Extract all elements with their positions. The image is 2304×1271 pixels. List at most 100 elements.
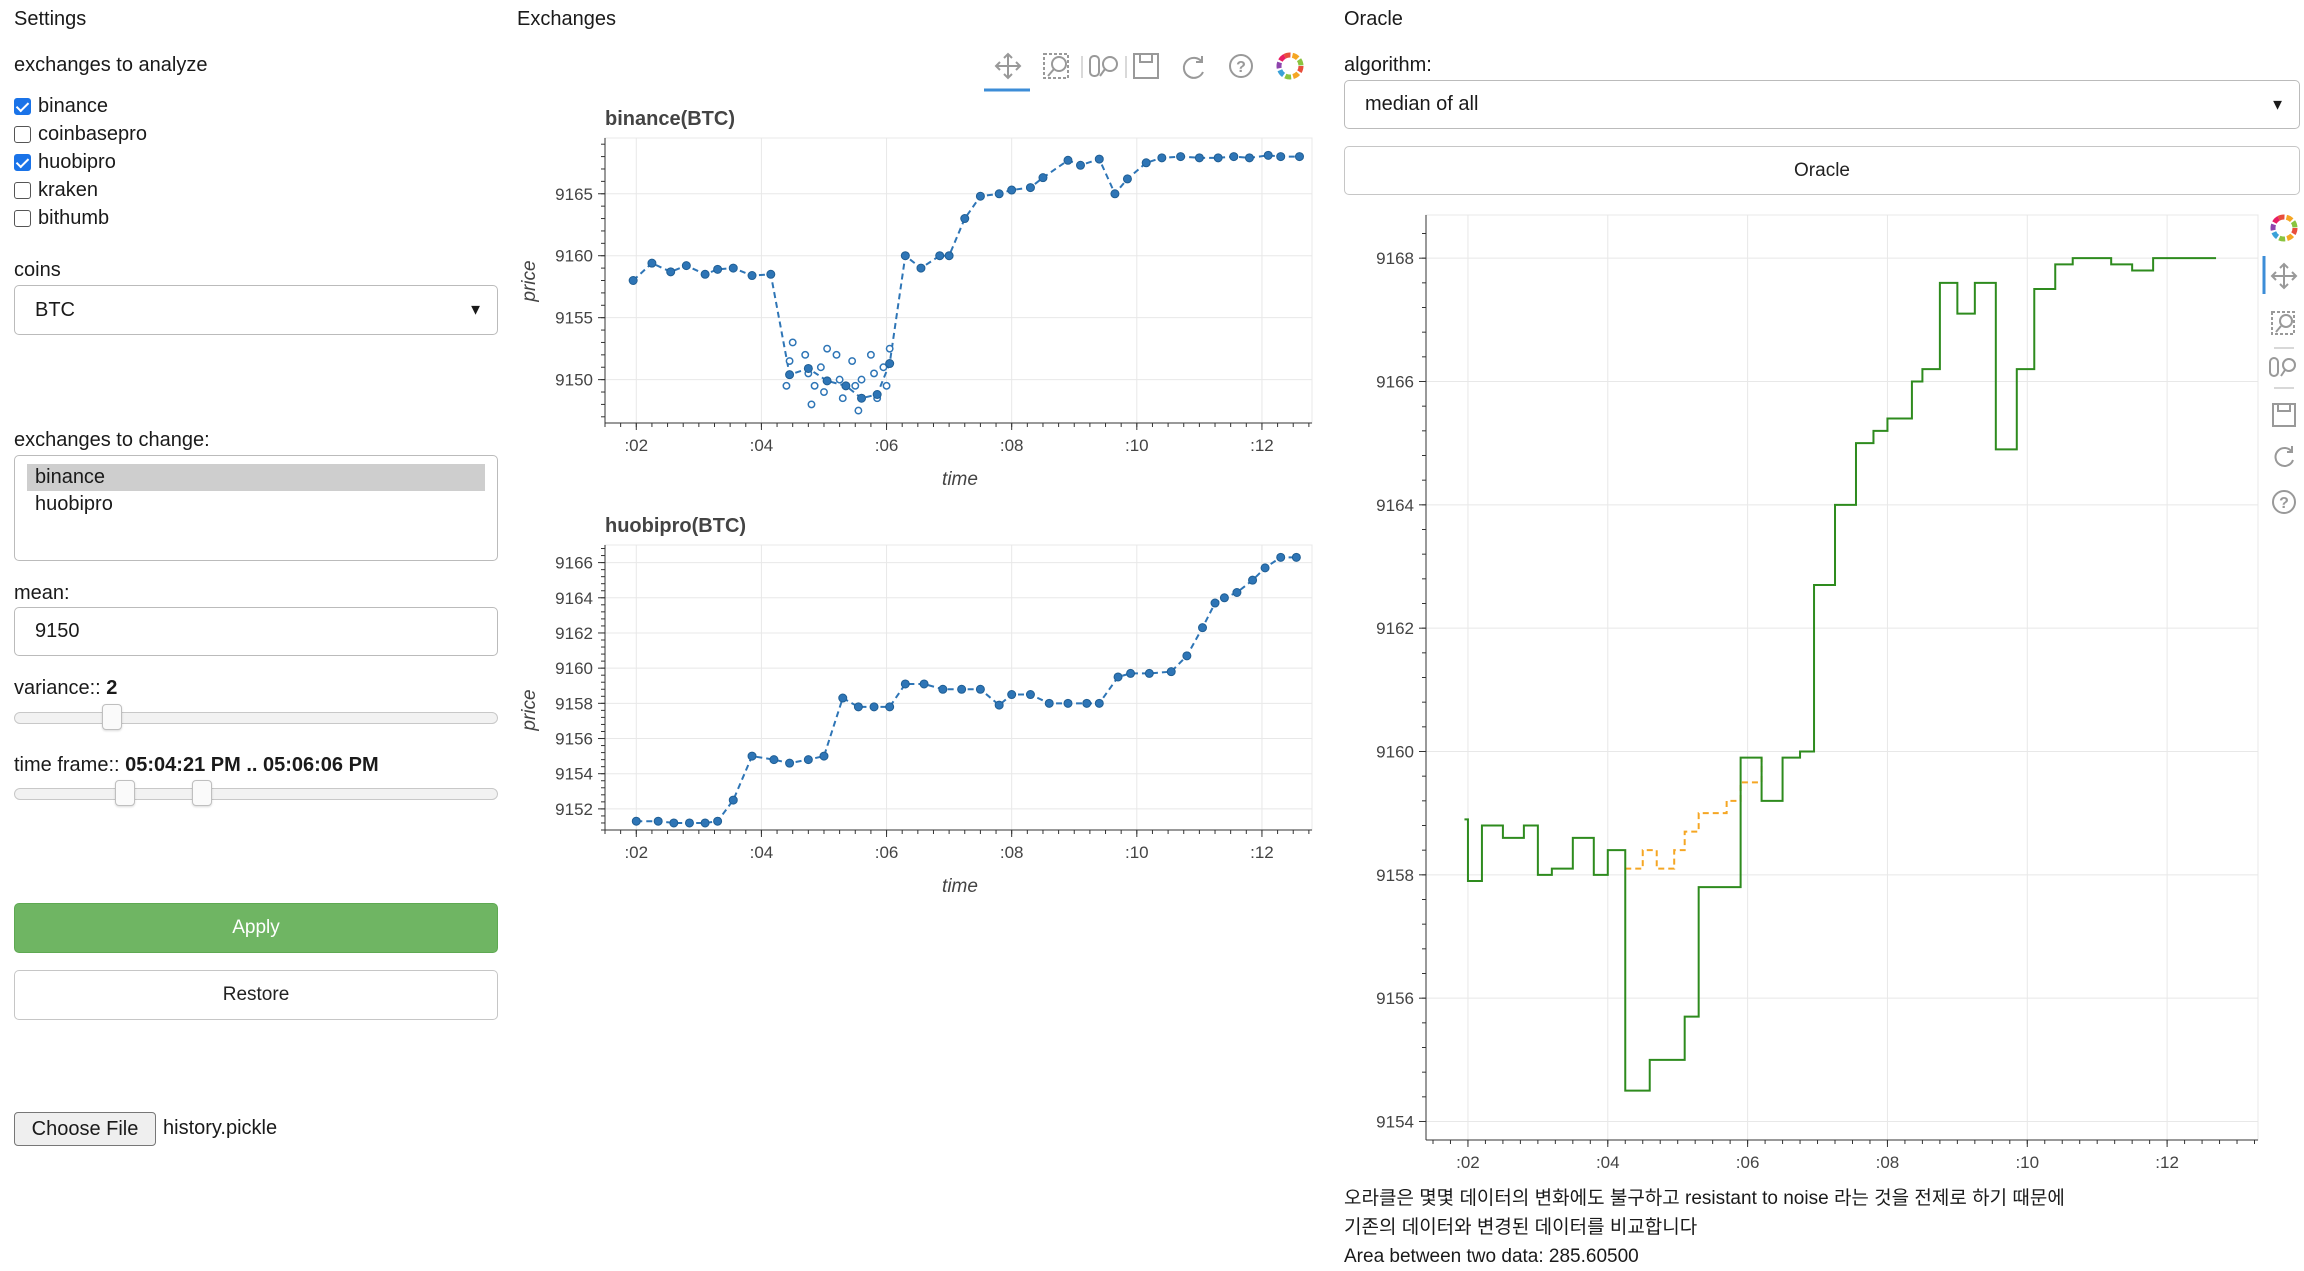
data-point (1025, 183, 1035, 193)
data-point (1007, 185, 1017, 195)
time-frame-value: 05:04:21 PM .. 05:06:06 PM (125, 754, 379, 776)
reset-icon[interactable] (2274, 446, 2294, 467)
data-point (666, 267, 676, 277)
chevron-down-icon: ▼ (2270, 96, 2285, 113)
algorithm-select-value: median of all (1365, 93, 1479, 115)
bokeh-logo-icon[interactable] (1276, 52, 1304, 80)
x-tick-label: :08 (1876, 1153, 1900, 1172)
data-point (1144, 668, 1154, 678)
exchange-checkbox-label: huobipro (38, 151, 116, 173)
data-point (975, 684, 985, 694)
save-icon[interactable] (2272, 403, 2296, 427)
data-point (803, 363, 813, 373)
exchange-checkbox-label: kraken (38, 179, 99, 201)
binance-chart[interactable]: binance(BTC) :02:04:06:08:10:12 9150 9155 9… (515, 98, 1315, 498)
data-point (885, 359, 895, 369)
time-frame-slider-end-handle[interactable] (192, 780, 212, 806)
oracle-series-line (1464, 257, 2217, 1092)
y-tick-label: 9162 (1376, 619, 1414, 638)
pan-icon[interactable] (2270, 262, 2298, 290)
y-tick-label: 9168 (1376, 249, 1414, 268)
exchange-checkbox-label: bithumb (38, 207, 110, 229)
exchanges-to-change-listbox[interactable]: binance huobipro (14, 455, 498, 561)
data-point (647, 258, 657, 268)
data-point (631, 816, 641, 826)
x-axis-label: time (942, 876, 978, 897)
oracle-title: Oracle (1344, 8, 1403, 30)
data-point (803, 755, 813, 765)
y-tick-label: 9150 (555, 371, 593, 390)
exchanges-toolbar: ? (984, 48, 1324, 96)
data-point (857, 393, 867, 403)
data-point (1294, 152, 1304, 162)
apply-button[interactable]: Apply (14, 903, 498, 953)
data-point (885, 702, 895, 712)
oracle-toolbar: ? (2262, 208, 2302, 548)
scatter-point (823, 344, 832, 353)
data-point (785, 758, 795, 768)
data-point (785, 370, 795, 380)
variance-slider-handle[interactable] (102, 704, 122, 730)
file-name: history.pickle (163, 1117, 278, 1139)
data-point (684, 818, 694, 828)
reset-icon[interactable] (1182, 56, 1204, 79)
save-icon[interactable] (1133, 53, 1159, 79)
restore-button[interactable]: Restore (14, 970, 498, 1020)
scatter-point (857, 375, 866, 384)
data-point (935, 251, 945, 261)
exchange-checkbox-huobipro[interactable]: huobipro (14, 151, 116, 174)
x-tick-label: :10 (1125, 843, 1149, 862)
exchange-checkbox-bithumb[interactable]: bithumb (14, 207, 109, 230)
wheel-zoom-icon[interactable] (1089, 55, 1118, 77)
help-icon[interactable]: ? (2272, 490, 2296, 514)
data-point (700, 818, 710, 828)
y-tick-label: 9164 (1376, 496, 1414, 515)
time-frame-slider[interactable] (14, 788, 498, 800)
choose-file-button[interactable]: Choose File (14, 1112, 156, 1146)
checkbox-unchecked-icon[interactable] (14, 126, 31, 143)
checkbox-unchecked-icon[interactable] (14, 210, 31, 227)
data-point (1229, 152, 1239, 162)
y-tick-label: 9162 (555, 624, 593, 643)
data-point (1063, 698, 1073, 708)
huobipro-chart[interactable]: huobipro(BTC) :02:04:06:08:10:12 9152 9154… (515, 505, 1315, 905)
help-icon[interactable]: ? (1229, 54, 1253, 78)
data-point (669, 818, 679, 828)
x-tick-label: :04 (750, 436, 774, 455)
box-zoom-icon[interactable] (1043, 53, 1069, 79)
data-point (900, 679, 910, 689)
exchange-checkbox-kraken[interactable]: kraken (14, 179, 98, 202)
listbox-option-binance[interactable]: binance (27, 464, 485, 491)
exchanges-to-analyze-label: exchanges to analyze (14, 54, 208, 76)
scatter-point (816, 363, 825, 372)
data-point (681, 261, 691, 271)
wheel-zoom-icon[interactable] (2269, 357, 2296, 377)
pan-icon[interactable] (994, 52, 1022, 80)
checkbox-unchecked-icon[interactable] (14, 182, 31, 199)
box-zoom-icon[interactable] (2271, 311, 2295, 335)
exchange-checkbox-coinbasepro[interactable]: coinbasepro (14, 123, 147, 146)
oracle-chart[interactable]: :02:04:06:08:10:12 9154 9156 9158 9160 9162 91… (1336, 205, 2276, 1180)
variance-label-text: variance:: (14, 677, 107, 699)
coins-select[interactable]: BTC ▼ (14, 285, 498, 335)
y-tick-label: 9154 (555, 765, 593, 784)
data-point (994, 700, 1004, 710)
checkbox-checked-icon[interactable] (14, 154, 31, 171)
bokeh-logo-icon[interactable] (2270, 214, 2298, 242)
data-point (1025, 690, 1035, 700)
data-point (1094, 698, 1104, 708)
listbox-option-huobipro[interactable]: huobipro (35, 493, 113, 515)
data-point (1232, 588, 1242, 597)
variance-slider[interactable] (14, 712, 498, 724)
mean-input[interactable]: 9150 (14, 607, 498, 656)
data-point (766, 269, 776, 279)
algorithm-select[interactable]: median of all ▼ (1344, 80, 2300, 129)
data-point (916, 263, 926, 273)
checkbox-checked-icon[interactable] (14, 98, 31, 115)
exchange-checkbox-binance[interactable]: binance (14, 95, 108, 118)
oracle-button[interactable]: Oracle (1344, 146, 2300, 195)
time-frame-slider-start-handle[interactable] (115, 780, 135, 806)
y-tick-label: 9152 (555, 800, 593, 819)
y-tick-label: 9158 (1376, 866, 1414, 885)
data-point (1210, 598, 1220, 608)
